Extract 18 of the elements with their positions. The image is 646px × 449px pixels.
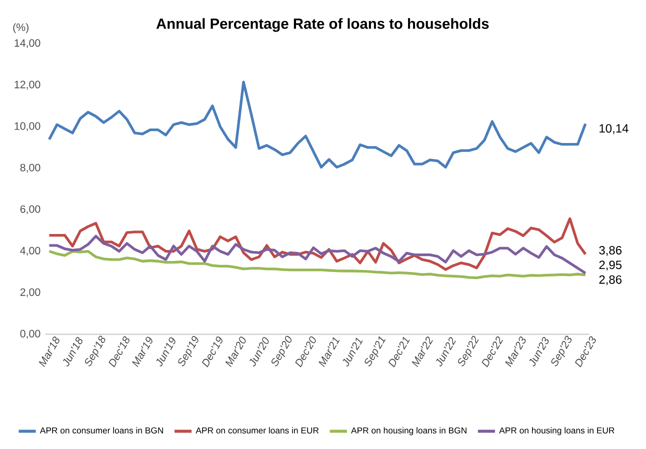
y-axis-title: (%) xyxy=(13,23,28,34)
y-tick-label: 4,00 xyxy=(20,246,40,256)
legend-label: APR on consumer loans in BGN xyxy=(40,427,163,434)
y-tick-label: 8,00 xyxy=(20,164,40,173)
legend-label: APR on housing loans in EUR xyxy=(499,427,614,436)
chart-title: Annual Percentage Rate of loans to households xyxy=(156,18,489,32)
y-tick-label: 0,00 xyxy=(20,330,40,339)
data-label: 2,86 xyxy=(599,275,622,286)
y-tick-label: 12,00 xyxy=(14,80,40,90)
data-label: 2,95 xyxy=(599,260,622,271)
data-label: 3,86 xyxy=(599,246,622,256)
legend-label: APR on housing loans in BGN xyxy=(351,427,466,436)
y-tick-label: 6,00 xyxy=(20,205,40,214)
y-tick-label: 10,00 xyxy=(14,122,40,132)
y-tick-label: 14,00 xyxy=(14,39,40,48)
data-label: 10,14 xyxy=(600,124,628,134)
legend-label: APR on consumer loans in EUR xyxy=(196,427,319,434)
y-tick-label: 2,00 xyxy=(20,288,40,298)
